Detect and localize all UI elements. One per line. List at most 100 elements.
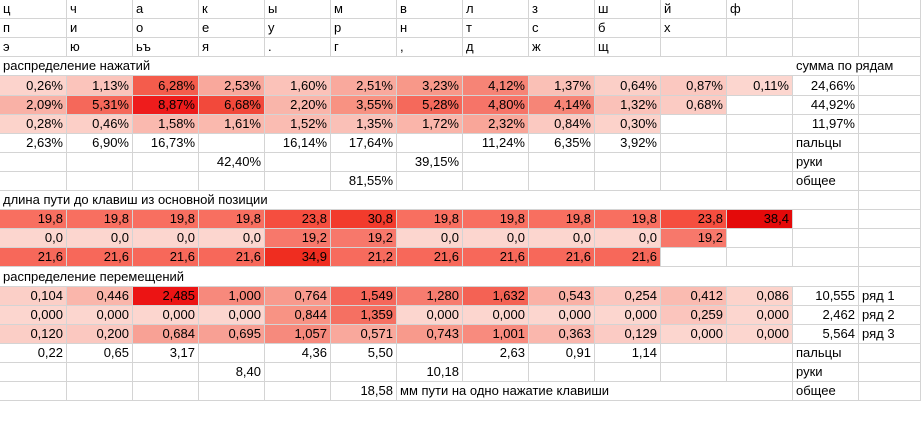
cell-r4-c4[interactable]	[199, 57, 265, 76]
cell-r12-c13[interactable]	[793, 210, 859, 229]
cell-r16-c10[interactable]: 0,254	[595, 287, 661, 306]
cell-r13-c11[interactable]: 19,2	[661, 229, 727, 248]
cell-r18-c9[interactable]: 0,363	[529, 325, 595, 344]
cell-r4-c13[interactable]: сумма по рядам	[793, 57, 893, 76]
cell-r18-c13[interactable]: 5,564	[793, 325, 859, 344]
cell-r11-c9[interactable]	[529, 191, 595, 210]
cell-r16-c9[interactable]: 0,543	[529, 287, 595, 306]
cell-r21-c12[interactable]	[727, 382, 793, 401]
cell-r2-c7[interactable]: н	[397, 19, 463, 38]
cell-r18-c4[interactable]: 0,695	[199, 325, 265, 344]
cell-r1-c12[interactable]: ф	[727, 0, 793, 19]
cell-r4-c2[interactable]	[67, 57, 133, 76]
cell-r6-c8[interactable]: 4,80%	[463, 96, 529, 115]
cell-r11-c14[interactable]	[859, 191, 921, 210]
cell-r14-c1[interactable]: 21,6	[0, 248, 67, 267]
cell-r11-c1[interactable]: длина пути до клавиш из основной позиции	[0, 191, 268, 210]
cell-r12-c12[interactable]: 38,4	[727, 210, 793, 229]
cell-r7-c12[interactable]	[727, 115, 793, 134]
cell-r10-c9[interactable]	[529, 172, 595, 191]
cell-r14-c10[interactable]: 21,6	[595, 248, 661, 267]
cell-r3-c7[interactable]: ,	[397, 38, 463, 57]
cell-r6-c1[interactable]: 2,09%	[0, 96, 67, 115]
cell-r11-c12[interactable]	[727, 191, 793, 210]
cell-r14-c5[interactable]: 34,9	[265, 248, 331, 267]
cell-r7-c1[interactable]: 0,28%	[0, 115, 67, 134]
cell-r19-c10[interactable]: 1,14	[595, 344, 661, 363]
cell-r20-c6[interactable]	[331, 363, 397, 382]
cell-r12-c2[interactable]: 19,8	[67, 210, 133, 229]
cell-r10-c3[interactable]	[133, 172, 199, 191]
cell-r12-c4[interactable]: 19,8	[199, 210, 265, 229]
cell-r8-c12[interactable]	[727, 134, 793, 153]
cell-r17-c11[interactable]: 0,259	[661, 306, 727, 325]
cell-r21-c6[interactable]: 18,58	[331, 382, 397, 401]
cell-r19-c5[interactable]: 4,36	[265, 344, 331, 363]
cell-r16-c6[interactable]: 1,549	[331, 287, 397, 306]
cell-r6-c10[interactable]: 1,32%	[595, 96, 661, 115]
cell-r8-c11[interactable]	[661, 134, 727, 153]
cell-r3-c5[interactable]: .	[265, 38, 331, 57]
cell-r8-c3[interactable]: 16,73%	[133, 134, 199, 153]
cell-r21-c8[interactable]	[463, 382, 529, 401]
cell-r9-c2[interactable]	[67, 153, 133, 172]
cell-r18-c1[interactable]: 0,120	[0, 325, 67, 344]
cell-r19-c3[interactable]: 3,17	[133, 344, 199, 363]
cell-r13-c9[interactable]: 0,0	[529, 229, 595, 248]
cell-r18-c7[interactable]: 0,743	[397, 325, 463, 344]
cell-r7-c4[interactable]: 1,61%	[199, 115, 265, 134]
cell-r8-c5[interactable]: 16,14%	[265, 134, 331, 153]
cell-r5-c11[interactable]: 0,87%	[661, 76, 727, 96]
cell-r16-c8[interactable]: 1,632	[463, 287, 529, 306]
cell-r13-c6[interactable]: 19,2	[331, 229, 397, 248]
cell-r15-c8[interactable]	[463, 267, 529, 287]
cell-r18-c14[interactable]: ряд 3	[859, 325, 921, 344]
cell-r6-c4[interactable]: 6,68%	[199, 96, 265, 115]
cell-r2-c10[interactable]: б	[595, 19, 661, 38]
cell-r5-c7[interactable]: 3,23%	[397, 76, 463, 96]
cell-r14-c6[interactable]: 21,2	[331, 248, 397, 267]
cell-r13-c12[interactable]	[727, 229, 793, 248]
cell-r8-c4[interactable]	[199, 134, 265, 153]
cell-r2-c13[interactable]	[793, 19, 859, 38]
cell-r5-c10[interactable]: 0,64%	[595, 76, 661, 96]
cell-r9-c12[interactable]	[727, 153, 793, 172]
cell-r3-c11[interactable]	[661, 38, 727, 57]
cell-r18-c3[interactable]: 0,684	[133, 325, 199, 344]
cell-r3-c1[interactable]: э	[0, 38, 67, 57]
cell-r15-c4[interactable]	[199, 267, 265, 287]
cell-r12-c9[interactable]: 19,8	[529, 210, 595, 229]
cell-r5-c12[interactable]: 0,11%	[727, 76, 793, 96]
cell-r11-c6[interactable]	[331, 191, 397, 210]
cell-r9-c6[interactable]	[331, 153, 397, 172]
cell-r5-c4[interactable]: 2,53%	[199, 76, 265, 96]
cell-r20-c13[interactable]: руки	[793, 363, 859, 382]
cell-r21-c9[interactable]	[529, 382, 595, 401]
cell-r10-c12[interactable]	[727, 172, 793, 191]
cell-r16-c2[interactable]: 0,446	[67, 287, 133, 306]
cell-r19-c2[interactable]: 0,65	[67, 344, 133, 363]
cell-r4-c10[interactable]	[595, 57, 661, 76]
cell-r3-c3[interactable]: ьъ	[133, 38, 199, 57]
cell-r14-c8[interactable]: 21,6	[463, 248, 529, 267]
cell-r7-c2[interactable]: 0,46%	[67, 115, 133, 134]
cell-r16-c3[interactable]: 2,485	[133, 287, 199, 306]
cell-r21-c11[interactable]	[661, 382, 727, 401]
cell-r17-c10[interactable]: 0,000	[595, 306, 661, 325]
cell-r17-c3[interactable]: 0,000	[133, 306, 199, 325]
cell-r6-c12[interactable]	[727, 96, 793, 115]
cell-r17-c4[interactable]: 0,000	[199, 306, 265, 325]
cell-r7-c7[interactable]: 1,72%	[397, 115, 463, 134]
cell-r12-c5[interactable]: 23,8	[265, 210, 331, 229]
cell-r12-c8[interactable]: 19,8	[463, 210, 529, 229]
cell-r17-c1[interactable]: 0,000	[0, 306, 67, 325]
cell-r4-c8[interactable]	[463, 57, 529, 76]
cell-r1-c11[interactable]: й	[661, 0, 727, 19]
cell-r17-c13[interactable]: 2,462	[793, 306, 859, 325]
cell-r3-c13[interactable]	[793, 38, 859, 57]
cell-r11-c2[interactable]	[67, 191, 133, 210]
cell-r2-c11[interactable]: х	[661, 19, 727, 38]
cell-r8-c8[interactable]: 11,24%	[463, 134, 529, 153]
cell-r9-c13[interactable]: руки	[793, 153, 859, 172]
cell-r5-c14[interactable]	[859, 76, 921, 96]
